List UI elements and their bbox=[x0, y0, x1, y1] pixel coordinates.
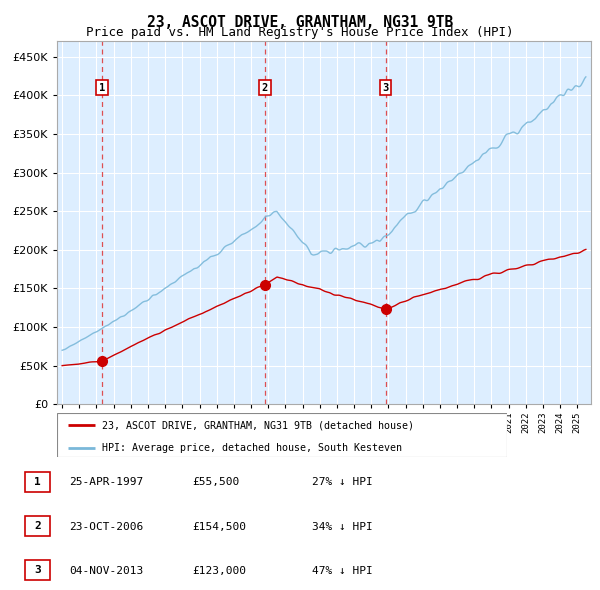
Text: 23-OCT-2006: 23-OCT-2006 bbox=[69, 522, 143, 532]
Text: 3: 3 bbox=[383, 83, 389, 93]
Text: 3: 3 bbox=[34, 565, 41, 575]
Text: 2: 2 bbox=[262, 83, 268, 93]
Text: 34% ↓ HPI: 34% ↓ HPI bbox=[312, 522, 373, 532]
Text: 25-APR-1997: 25-APR-1997 bbox=[69, 477, 143, 487]
Text: 47% ↓ HPI: 47% ↓ HPI bbox=[312, 566, 373, 576]
Text: HPI: Average price, detached house, South Kesteven: HPI: Average price, detached house, Sout… bbox=[102, 442, 402, 453]
Text: 23, ASCOT DRIVE, GRANTHAM, NG31 9TB: 23, ASCOT DRIVE, GRANTHAM, NG31 9TB bbox=[147, 15, 453, 30]
Text: 2: 2 bbox=[34, 521, 41, 531]
Text: 27% ↓ HPI: 27% ↓ HPI bbox=[312, 477, 373, 487]
Text: Price paid vs. HM Land Registry's House Price Index (HPI): Price paid vs. HM Land Registry's House … bbox=[86, 26, 514, 39]
Text: 04-NOV-2013: 04-NOV-2013 bbox=[69, 566, 143, 576]
Text: £154,500: £154,500 bbox=[192, 522, 246, 532]
Text: 1: 1 bbox=[98, 83, 105, 93]
Text: 1: 1 bbox=[34, 477, 41, 487]
Text: 23, ASCOT DRIVE, GRANTHAM, NG31 9TB (detached house): 23, ASCOT DRIVE, GRANTHAM, NG31 9TB (det… bbox=[102, 421, 414, 430]
Text: £123,000: £123,000 bbox=[192, 566, 246, 576]
Text: £55,500: £55,500 bbox=[192, 477, 239, 487]
